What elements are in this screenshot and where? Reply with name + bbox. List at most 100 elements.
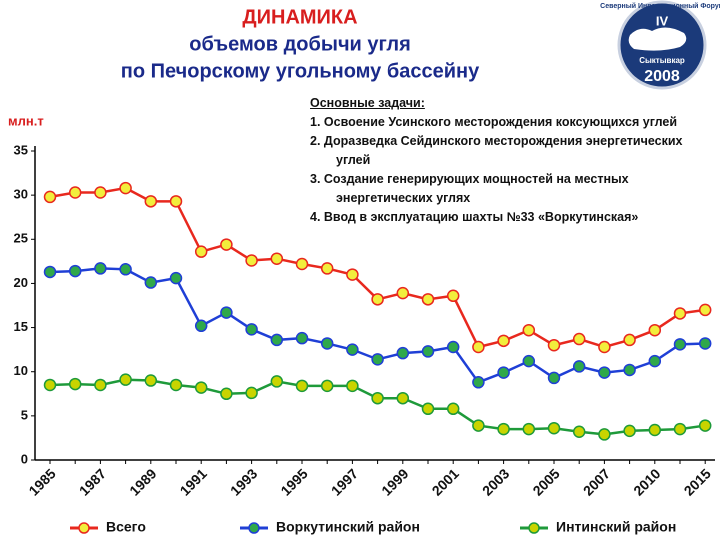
series-marker [371, 391, 384, 405]
series-marker [245, 254, 258, 267]
series-marker [43, 378, 57, 392]
series-marker [396, 286, 410, 300]
x-tick-label: 2010 [630, 465, 663, 498]
series-marker [497, 422, 510, 436]
series-marker [270, 333, 284, 347]
series-marker [472, 419, 485, 432]
series-marker [547, 338, 561, 352]
chart-title: по Печорскому угольному бассейну [121, 60, 480, 82]
series-marker [648, 423, 662, 437]
logo-city: Сыктывкар [639, 56, 685, 65]
series-marker [648, 354, 662, 368]
x-tick-label: 2015 [681, 465, 714, 498]
series-marker [68, 377, 82, 391]
series-marker [43, 265, 57, 279]
legend-label: Воркутинский район [276, 519, 420, 535]
x-tick-label: 1991 [177, 465, 210, 498]
series-marker [371, 353, 384, 366]
series-marker [623, 363, 636, 377]
series-marker [119, 263, 132, 276]
series-marker [522, 323, 536, 337]
series-marker [572, 332, 586, 346]
series-marker [446, 340, 460, 354]
series-marker [472, 340, 485, 354]
series-marker [320, 379, 334, 393]
x-tick-label: 1993 [227, 465, 260, 498]
series-marker [497, 366, 510, 379]
x-tick-label: 1989 [126, 465, 159, 498]
logo: IV Сыктывкар 2008 Северный Инвестиционны… [600, 0, 720, 90]
x-tick-label: 1999 [378, 465, 411, 498]
series-marker [371, 293, 384, 306]
series-marker [698, 303, 712, 317]
series-marker [673, 307, 687, 320]
series-line [49, 378, 706, 436]
task-item: 2. Доразведка Сейдинского месторождения … [310, 134, 683, 167]
y-tick-label: 20 [14, 275, 28, 290]
series-marker [598, 340, 611, 354]
logo-year: 2008 [644, 68, 680, 85]
series-marker [194, 319, 208, 333]
series-marker [220, 238, 233, 251]
series-marker [295, 257, 309, 271]
y-tick-label: 15 [14, 319, 28, 334]
series-marker [295, 331, 309, 345]
series-marker [623, 333, 636, 347]
series-marker [270, 252, 284, 265]
series-marker [446, 289, 460, 303]
series-marker [169, 378, 183, 392]
chart-title: ДИНАМИКА [242, 6, 357, 28]
chart-title: объемов добычи угля [189, 33, 410, 55]
y-tick-label: 25 [14, 231, 28, 246]
series-marker [119, 373, 132, 386]
series-marker [547, 421, 561, 435]
y-tick-label: 0 [21, 451, 28, 466]
y-axis-label: млн.т [8, 113, 44, 128]
x-tick-label: 2003 [479, 465, 512, 498]
y-tick-label: 5 [21, 407, 28, 422]
series-marker [673, 422, 687, 436]
series-marker [698, 419, 712, 432]
series-marker [547, 371, 561, 385]
x-tick-label: 1985 [25, 465, 58, 498]
legend-label: Интинский район [556, 519, 676, 535]
series-marker [472, 376, 485, 389]
series-marker [497, 334, 510, 348]
series-marker [598, 366, 611, 379]
series-marker [194, 245, 208, 258]
x-tick-label: 2001 [429, 465, 462, 498]
task-item: 3. Создание генерирующих мощностей на ме… [310, 172, 629, 205]
legend-label: Всего [106, 519, 146, 535]
tasks: Основные задачи: 1. Освоение Усинского м… [310, 94, 710, 227]
series-marker [68, 186, 82, 199]
series-marker [346, 379, 359, 393]
logo-map [628, 27, 687, 51]
series-marker [421, 402, 435, 416]
series-marker [94, 378, 107, 392]
x-tick-label: 2005 [529, 465, 562, 498]
series-marker [119, 181, 132, 195]
series-marker [144, 374, 158, 387]
series-marker [396, 391, 410, 405]
x-tick-label: 1997 [328, 465, 361, 498]
series-marker [245, 386, 258, 400]
series-marker [572, 425, 586, 438]
series-marker [169, 271, 183, 285]
series-marker [346, 343, 359, 356]
x-tick-label: 1995 [277, 465, 310, 498]
series-marker [295, 379, 309, 393]
legend-marker [78, 522, 90, 534]
series-marker [43, 190, 57, 204]
series-marker [673, 338, 687, 351]
series-marker [144, 195, 158, 208]
series-marker [522, 354, 536, 368]
logo-caption: Северный Инвестиционный Форум [600, 2, 720, 10]
task-item: 1. Освоение Усинского месторождения кокс… [310, 115, 678, 129]
logo-numeral: IV [656, 13, 669, 28]
tasks-heading: Основные задачи: [310, 96, 425, 110]
series-marker [598, 428, 611, 441]
series-marker [94, 262, 107, 275]
series-marker [194, 381, 208, 394]
